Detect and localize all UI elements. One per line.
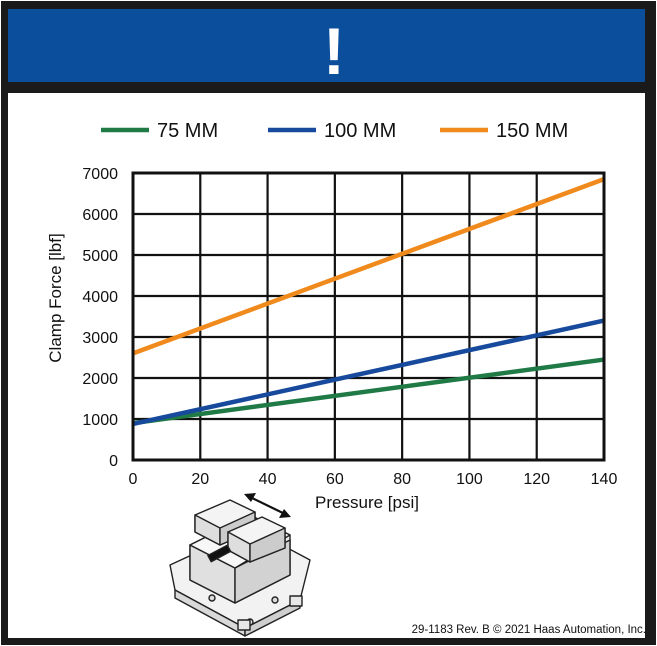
plot-frame	[131, 171, 606, 462]
footer-copyright: 29-1183 Rev. B © 2021 Haas Automation, I…	[412, 624, 646, 636]
exclamation-icon: !	[323, 14, 345, 88]
x-tick-label: 0	[129, 471, 138, 488]
x-tick-labels: 0 20 40 60 80 100 120 140	[129, 471, 618, 488]
x-tick-label: 80	[393, 471, 411, 488]
y-tick-label: 5000	[82, 248, 118, 265]
y-axis-label: Clamp Force [lbf]	[46, 233, 65, 362]
y-tick-label: 3000	[82, 330, 118, 347]
y-tick-label: 7000	[82, 166, 118, 183]
series-lines	[132, 177, 605, 427]
series-line-75-mm	[132, 357, 605, 426]
label-body	[8, 93, 645, 638]
legend-label: 75 MM	[157, 120, 218, 142]
x-axis-label: Pressure [psi]	[315, 493, 419, 512]
x-tick-label: 60	[326, 471, 344, 488]
y-tick-label: 2000	[82, 371, 118, 388]
y-tick-label: 0	[109, 453, 118, 470]
vise-with-jaw-arrow-icon	[169, 493, 311, 637]
series-line-100-mm	[132, 318, 605, 427]
warning-banner	[8, 9, 645, 82]
x-tick-label: 20	[191, 471, 209, 488]
legend-label: 150 MM	[496, 120, 568, 142]
x-tick-label: 120	[523, 471, 550, 488]
x-tick-label: 140	[591, 471, 618, 488]
y-tick-labels: 0 1000 2000 3000 4000 5000 6000 7000	[82, 166, 118, 470]
x-tick-label: 100	[456, 471, 483, 488]
x-tick-label: 40	[259, 471, 277, 488]
legend-label: 100 MM	[324, 120, 396, 142]
series-line-150-mm	[132, 177, 605, 356]
y-tick-label: 6000	[82, 207, 118, 224]
y-tick-label: 1000	[82, 412, 118, 429]
y-tick-label: 4000	[82, 289, 118, 306]
chart-legend: 75 MM 100 MM 150 MM	[101, 120, 568, 142]
